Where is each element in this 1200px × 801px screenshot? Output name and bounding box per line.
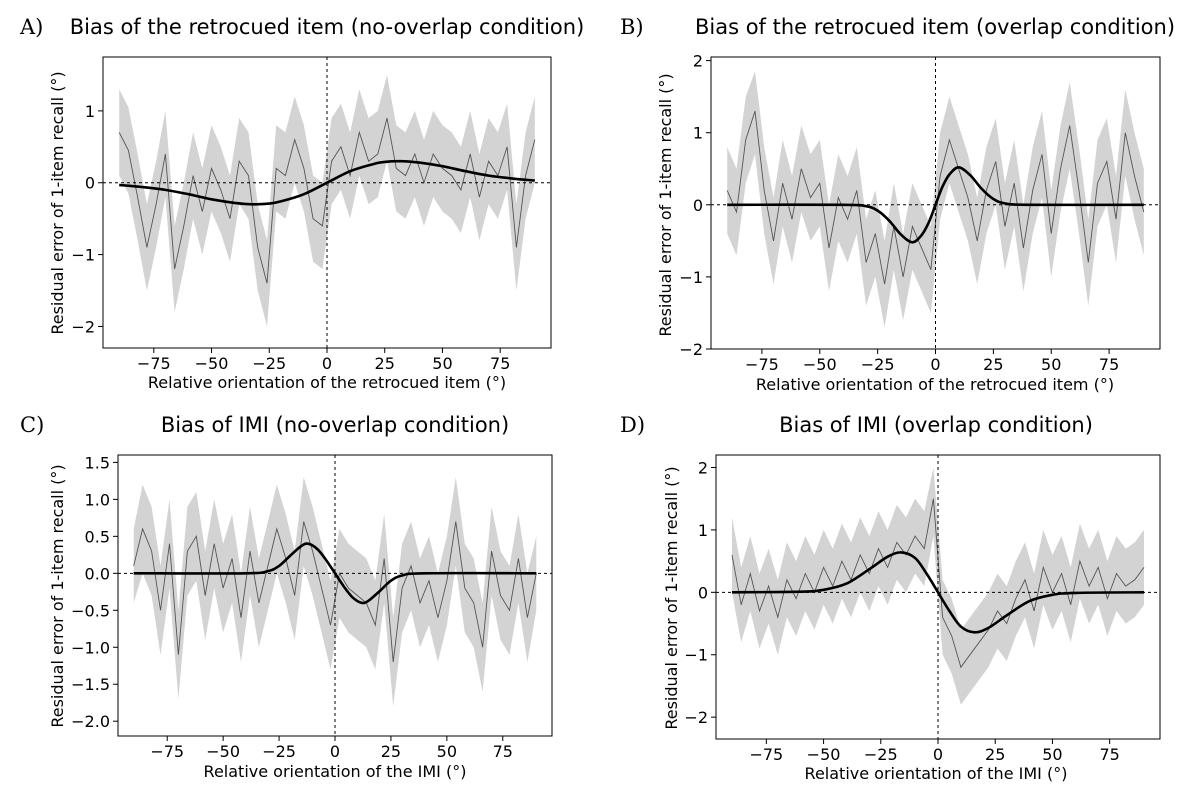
x-tick-label: −25 [262,742,296,761]
y-tick-label: −1 [679,268,703,287]
y-tick-label: 0 [85,174,95,193]
chart-title: Bias of the retrocued item (no-overlap c… [70,15,585,39]
x-tick-label: 0 [330,742,340,761]
confidence-band [727,71,1144,328]
panel-letter: C) [20,413,44,437]
fitted-bias-curve [731,551,1145,634]
y-tick-label: 1 [698,521,708,540]
x-tick-label: 50 [437,742,457,761]
x-tick-label: 50 [1042,745,1062,764]
chart-title: Bias of IMI (no-overlap condition) [161,413,509,437]
x-tick-label: 75 [1099,355,1119,374]
confidence-band [119,75,535,327]
panel-letter: D) [620,413,645,437]
panel-b: B) Bias of the retrocued item (overlap c… [620,15,1175,394]
y-tick-label: 0.0 [85,564,110,583]
x-tick-label: 50 [432,354,452,373]
confidence-band [732,467,1144,705]
x-tick-label: −25 [861,355,895,374]
y-tick-label: −1.5 [71,675,110,694]
y-tick-label: 1 [85,102,95,121]
y-tick-label: −2.0 [71,712,110,731]
x-tick-label: −50 [807,745,841,764]
y-tick-label: 1.0 [85,490,110,509]
y-tick-label: −0.5 [71,601,110,620]
fitted-bias-curve [119,159,535,206]
y-axis-label: Residual error of 1-item recall (°) [48,71,67,334]
y-tick-label: 0 [693,196,703,215]
y-tick-label: 0 [698,583,708,602]
fitted-bias-curve [133,542,537,605]
x-tick-label: 25 [985,745,1005,764]
x-tick-label: 75 [1099,745,1119,764]
y-tick-label: 0.5 [85,527,110,546]
y-tick-label: −1.0 [71,638,110,657]
chart-title: Bias of IMI (overlap condition) [779,413,1093,437]
x-axis-label: Relative orientation of the retrocued it… [756,375,1114,394]
y-tick-label: −2 [684,708,708,727]
y-tick-label: 2 [693,52,703,71]
x-tick-label: −75 [137,354,171,373]
x-tick-label: −75 [749,745,783,764]
chart-title: Bias of the retrocued item (overlap cond… [695,15,1175,39]
y-tick-label: −2 [71,317,95,336]
x-axis-label: Relative orientation of the IMI (°) [204,762,467,781]
panel-letter: A) [19,15,43,39]
x-tick-label: −75 [745,355,779,374]
panel-a: A) Bias of the retrocued item (no-overla… [19,15,584,392]
fitted-bias-curve [727,166,1144,244]
y-tick-label: −1 [684,646,708,665]
x-tick-label: 50 [1041,355,1061,374]
x-tick-label: −25 [864,745,898,764]
x-tick-label: 75 [493,742,513,761]
x-tick-label: 75 [490,354,510,373]
panel-d: D) Bias of IMI (overlap condition) −75 −5… [620,413,1161,783]
panel-c: C) Bias of IMI (no-overlap condition) −7… [20,413,553,781]
x-tick-label: 0 [933,745,943,764]
y-tick-label: 1 [693,124,703,143]
y-axis-label: Residual error of 1-item recall (°) [656,73,675,336]
x-tick-label: 25 [983,355,1003,374]
y-tick-label: 1.5 [85,453,110,472]
plot-area: −75 −50 −25 0 25 50 75 −2 −1 0 1 [71,56,552,373]
x-tick-label: 0 [930,355,940,374]
x-tick-label: −25 [252,354,286,373]
x-tick-label: 25 [375,354,395,373]
y-axis-label: Residual error of 1-item recall (°) [48,464,67,727]
x-tick-label: −50 [206,742,240,761]
y-tick-label: 2 [698,458,708,477]
x-tick-label: 0 [322,354,332,373]
confidence-band [133,477,537,707]
x-tick-label: −75 [150,742,184,761]
panel-letter: B) [620,15,644,39]
x-tick-label: −50 [803,355,837,374]
plot-area: −75 −50 −25 0 25 50 75 −2 −1 0 1 2 [684,454,1161,764]
observed-mean-line [726,110,1145,285]
x-axis-label: Relative orientation of the IMI (°) [805,764,1068,783]
y-axis-label: Residual error of 1-item recall (°) [662,466,681,729]
y-tick-label: −1 [71,246,95,265]
plot-area: −75 −50 −25 0 25 50 75 −2.0 −1.5 −1.0 −0.5 0.0 0.5 1.… [71,453,553,761]
x-axis-label: Relative orientation of the retrocued it… [148,373,506,392]
plot-area: −75 −50 −25 0 25 50 75 −2 −1 0 1 2 [679,52,1161,374]
y-tick-label: −2 [679,340,703,359]
x-tick-label: 25 [381,742,401,761]
x-tick-label: −50 [195,354,229,373]
